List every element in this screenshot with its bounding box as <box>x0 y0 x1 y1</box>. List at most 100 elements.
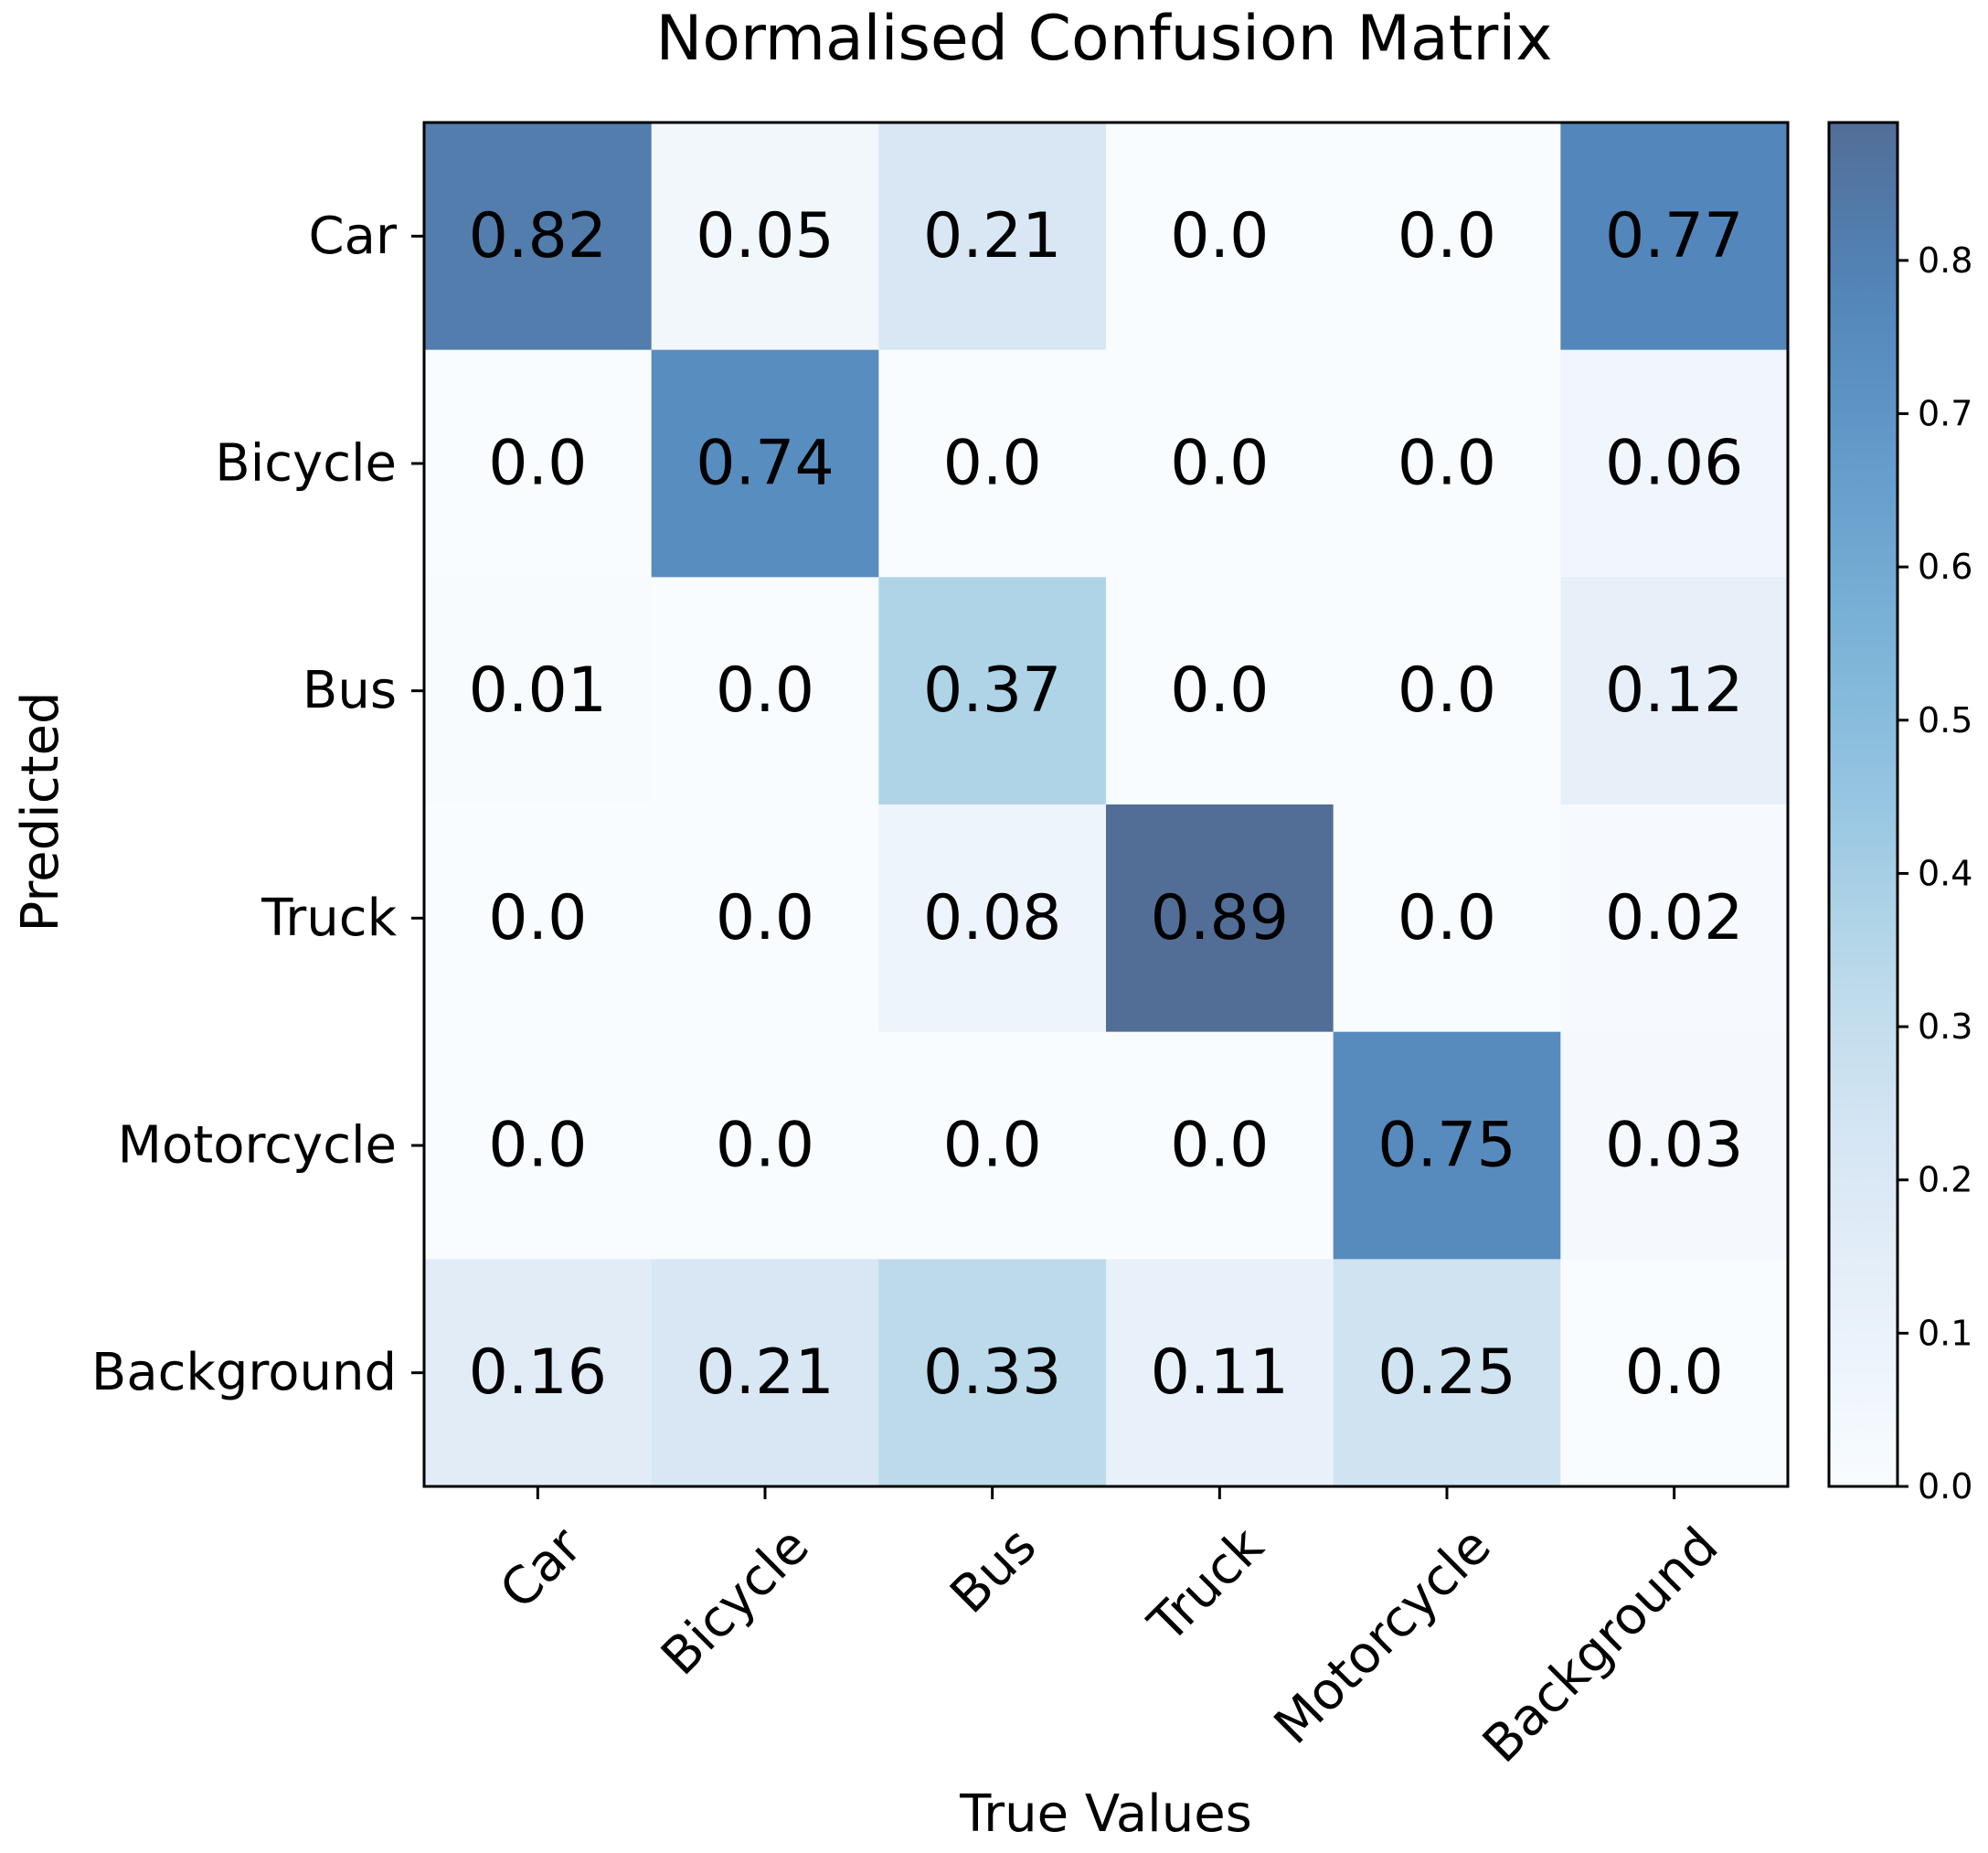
cell-value-label: 0.0 <box>716 1110 814 1182</box>
heatmap-cell <box>878 577 1107 805</box>
colorbar-tick-label: 0.4 <box>1918 853 1972 893</box>
cell-value-label: 0.21 <box>923 200 1061 272</box>
heatmap-cell <box>1333 122 1561 351</box>
cell-value-label: 0.0 <box>1398 200 1496 272</box>
colorbar-tick-label: 0.7 <box>1918 394 1972 434</box>
heatmap-cell <box>1560 349 1789 578</box>
heatmap-cell <box>1333 1031 1561 1260</box>
colorbar-tick-label: 0.8 <box>1918 240 1972 281</box>
heatmap-cell <box>424 577 653 805</box>
x-tick-label: Motorcycle <box>1263 1517 1503 1756</box>
cell-value-label: 0.0 <box>1398 428 1496 500</box>
colorbar-ticks: 0.0 0.1 0.2 0.3 0.4 0.5 0.6 0.7 0.8 <box>1898 240 1972 1507</box>
heatmap-cell <box>1106 804 1334 1033</box>
heatmap-cell <box>1333 349 1561 578</box>
cell-value-label: 0.74 <box>696 428 834 500</box>
x-tick-label: Car <box>489 1516 594 1621</box>
heatmap-cell <box>424 1031 653 1260</box>
heatmap-cell <box>1106 122 1334 351</box>
cell-value-label: 0.0 <box>716 882 814 954</box>
heatmap-cell <box>424 804 653 1033</box>
heatmap-cell <box>1106 577 1334 805</box>
colorbar-gradient <box>1829 122 1898 1486</box>
y-axis-label: Predicted <box>11 692 70 932</box>
heatmap-cell <box>1106 349 1334 578</box>
colorbar-tick-label: 0.6 <box>1918 547 1972 587</box>
heatmap-cell <box>424 349 653 578</box>
cell-value-label: 0.03 <box>1605 1110 1743 1182</box>
heatmap-cell <box>1560 1031 1789 1260</box>
plot-frame <box>422 121 1790 1488</box>
cell-value-label: 0.0 <box>488 428 587 500</box>
cell-value-label: 0.77 <box>1605 200 1743 272</box>
cell-value-label: 0.12 <box>1605 655 1743 727</box>
cell-value-label: 0.0 <box>1170 655 1269 727</box>
cell-value-label: 0.0 <box>1170 428 1269 500</box>
colorbar-frame <box>1827 121 1899 1488</box>
colorbar: 0.0 0.1 0.2 0.3 0.4 0.5 0.6 0.7 0.8 <box>1827 121 1972 1507</box>
y-tick-label: Bus <box>303 661 397 720</box>
cell-value-label: 0.21 <box>696 1337 834 1409</box>
colorbar-tick-label: 0.1 <box>1918 1313 1972 1353</box>
heatmap-cell <box>1560 122 1789 351</box>
heatmap-cell <box>1560 577 1789 805</box>
cell-value-label: 0.11 <box>1151 1337 1289 1409</box>
y-axis-ticks: Car Bicycle Bus Truck Motorcycle Background <box>91 207 424 1402</box>
cell-value-label: 0.0 <box>1170 1110 1269 1182</box>
x-tick-label: Background <box>1472 1517 1729 1774</box>
cell-value-label: 0.0 <box>943 428 1042 500</box>
heatmap-cell <box>878 349 1107 578</box>
heatmap-cell <box>878 122 1107 351</box>
heatmap-cell <box>651 577 879 805</box>
cell-value-label: 0.0 <box>1398 882 1496 954</box>
heatmap-cell <box>1333 577 1561 805</box>
heatmap-cell <box>1333 1259 1561 1487</box>
cell-value-label: 0.0 <box>716 655 814 727</box>
cell-value-label: 0.75 <box>1377 1110 1515 1182</box>
heatmap-cell <box>651 349 879 578</box>
cell-value-label: 0.89 <box>1151 882 1289 954</box>
heatmap-cell <box>1333 804 1561 1033</box>
colorbar-tick-label: 0.5 <box>1918 700 1972 740</box>
y-tick-label: Background <box>91 1343 397 1402</box>
cell-value-label: 0.01 <box>469 655 607 727</box>
heatmap-cell <box>424 1259 653 1487</box>
cell-value-label: 0.06 <box>1605 428 1743 500</box>
heatmap-cell <box>878 804 1107 1033</box>
heatmap-cell <box>878 1259 1107 1487</box>
cell-value-label: 0.0 <box>488 882 587 954</box>
cell-value-label: 0.82 <box>469 200 607 272</box>
x-tick-label: Truck <box>1137 1516 1276 1655</box>
heatmap-cell <box>651 1031 879 1260</box>
heatmap-cell <box>1106 1259 1334 1487</box>
colorbar-tick-label: 0.2 <box>1918 1160 1972 1200</box>
y-tick-label: Motorcycle <box>118 1116 397 1176</box>
cell-value-label: 0.16 <box>469 1337 607 1409</box>
cell-value-label: 0.05 <box>696 200 834 272</box>
heatmap-cells <box>424 122 1789 1487</box>
cell-value-label: 0.0 <box>488 1110 587 1182</box>
x-axis-label: True Values <box>959 1784 1252 1844</box>
x-tick-label: Bus <box>940 1517 1048 1625</box>
heatmap-cell <box>424 122 653 351</box>
colorbar-tick-label: 0.0 <box>1918 1466 1972 1507</box>
cell-value-label: 0.33 <box>923 1337 1061 1409</box>
cell-value-label: 0.0 <box>1170 200 1269 272</box>
heatmap-cell <box>1560 804 1789 1033</box>
y-tick-label: Truck <box>260 889 397 948</box>
chart-title: Normalised Confusion Matrix <box>656 3 1553 75</box>
heatmap-cell-labels: 0.82 0.05 0.21 0.0 0.0 0.77 0.0 0.74 0.0 0.0 0.0 0.… <box>469 200 1744 1409</box>
cell-value-label: 0.25 <box>1377 1337 1515 1409</box>
y-tick-label: Car <box>309 207 398 266</box>
heatmap-cell <box>651 122 879 351</box>
heatmap-cell <box>651 1259 879 1487</box>
x-tick-label: Bicycle <box>650 1517 820 1687</box>
y-tick-label: Bicycle <box>215 434 397 494</box>
heatmap-cell <box>878 1031 1107 1260</box>
heatmap-cell <box>651 804 879 1033</box>
cell-value-label: 0.37 <box>923 655 1061 727</box>
cell-value-label: 0.08 <box>923 882 1061 954</box>
cell-value-label: 0.0 <box>1398 655 1496 727</box>
